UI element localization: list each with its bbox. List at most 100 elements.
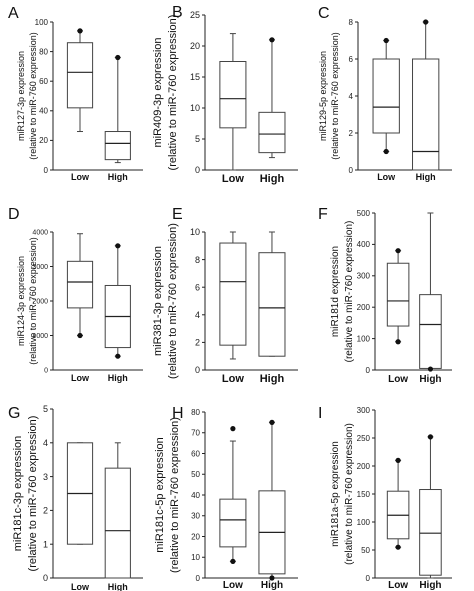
y-axis-label: miR181c-3p expression	[12, 436, 24, 552]
outlier-point	[383, 37, 389, 44]
outlier-point	[427, 366, 434, 372]
y-tick-label: 40	[39, 107, 48, 116]
y-tick-label: 50	[191, 470, 200, 479]
y-tick-label: 70	[191, 429, 200, 438]
iqr-box	[412, 58, 440, 171]
y-axis-sublabel: (relative to miR-760 expression)	[27, 416, 39, 572]
category-label-low: Low	[377, 172, 396, 182]
category-label-low: Low	[223, 580, 243, 591]
panel-letter: F	[318, 206, 328, 223]
outlier-point	[77, 28, 83, 34]
y-axis-label: miR181a-5p expression	[330, 441, 341, 547]
panel-b: B 0 5 10 15 20 25 miR409-3p expression (relative…	[152, 4, 298, 185]
category-label-high: High	[108, 373, 128, 383]
y-axis-sublabel: (relative to miR-760 expression)	[169, 417, 181, 573]
box-low	[219, 426, 247, 565]
y-tick-label: 2	[349, 129, 354, 138]
y-axis-label: miR409-3p expression	[152, 37, 164, 147]
y-tick-label: 100	[357, 518, 371, 527]
iqr-box	[219, 498, 247, 548]
y-tick-label: 4000	[32, 229, 48, 236]
category-label-high: High	[261, 580, 283, 591]
iqr-box	[219, 242, 247, 346]
y-tick-label: 10	[191, 553, 200, 562]
panel-h: H 0 10 20 30 40 50 60 70 80 miR181c-5p expression(…	[154, 405, 298, 591]
box-low	[219, 231, 247, 360]
y-tick-label: 30	[191, 512, 200, 521]
box-low	[386, 248, 410, 345]
iqr-box	[386, 262, 410, 327]
outlier-point	[269, 419, 275, 425]
y-tick-label: 6	[195, 282, 200, 292]
box-low	[372, 37, 400, 155]
iqr-box	[419, 294, 442, 369]
y-tick-label: 0	[366, 574, 371, 583]
y-axis-label: miR181d expression	[330, 246, 341, 337]
y-tick-label: 400	[357, 240, 371, 249]
y-tick-label: 250	[357, 434, 371, 443]
y-axis-sublabel: (relative to miR-760 expression)	[167, 15, 179, 171]
y-axis-sublabel: (relative to miR-760 expression)	[167, 223, 179, 379]
outlier-point	[230, 426, 236, 432]
outlier-point	[395, 339, 401, 345]
box-low	[66, 442, 94, 545]
box-high	[419, 212, 442, 372]
panel-e: E 0 2 4 6 8 10 miR381-3p expression (relative to…	[152, 206, 298, 385]
y-tick-label: 5	[43, 404, 48, 414]
box-high	[104, 243, 131, 359]
y-tick-label: 150	[357, 490, 371, 499]
panel-letter: B	[172, 4, 183, 21]
iqr-box	[219, 61, 247, 129]
panel-letter: C	[318, 5, 330, 22]
category-label-high: High	[416, 172, 436, 182]
y-axis-sublabel: (relative to miR-760 expression)	[344, 423, 355, 565]
y-tick-label: 4	[349, 92, 354, 101]
iqr-box	[372, 58, 400, 134]
category-label-low: Low	[222, 173, 244, 185]
outlier-point	[115, 353, 121, 359]
y-axis-label: miR129-5p expression	[318, 51, 328, 141]
outlier-point	[269, 37, 275, 43]
y-tick-label: 300	[357, 406, 371, 415]
iqr-box	[104, 467, 131, 579]
y-tick-label: 80	[39, 47, 48, 56]
y-tick-label: 0	[43, 573, 48, 583]
outlier-point	[423, 19, 429, 25]
category-label-high: High	[260, 373, 285, 385]
y-tick-label: 80	[191, 408, 200, 417]
y-tick-label: 2	[195, 338, 200, 348]
y-tick-label: 60	[191, 449, 200, 458]
y-tick-label: 100	[357, 334, 371, 343]
category-label-low: Low	[71, 582, 90, 591]
outlier-point	[115, 54, 121, 61]
box-high	[258, 37, 286, 159]
y-axis-sublabel: (relative to miR-760 expression)	[28, 32, 38, 160]
y-tick-label: 6	[349, 55, 354, 64]
category-label-low: Low	[388, 580, 408, 591]
outlier-point	[77, 332, 83, 339]
box-high	[104, 54, 131, 164]
y-tick-label: 4	[43, 438, 48, 448]
y-tick-label: 0	[195, 165, 200, 175]
iqr-box	[104, 131, 131, 161]
category-label-low: Low	[71, 373, 90, 383]
y-axis-label: miR124-3p expression	[16, 256, 26, 346]
y-tick-label: 15	[190, 72, 200, 82]
box-low	[219, 33, 247, 171]
y-tick-label: 4	[195, 310, 200, 320]
y-tick-label: 10	[190, 227, 200, 237]
iqr-box	[258, 111, 286, 154]
iqr-box	[419, 489, 442, 576]
box-high	[419, 434, 442, 579]
outlier-point	[269, 575, 275, 581]
category-label-high: High	[108, 582, 128, 591]
outlier-point	[383, 148, 389, 155]
iqr-box	[66, 260, 94, 309]
y-axis-sublabel: (relative to miR-760 expression)	[330, 32, 340, 160]
y-tick-label: 0	[349, 166, 354, 175]
box-high	[258, 231, 286, 357]
y-tick-label: 0	[44, 166, 49, 175]
category-label-high: High	[108, 172, 128, 182]
y-tick-label: 2	[43, 506, 48, 516]
y-tick-label: 10	[190, 103, 200, 113]
